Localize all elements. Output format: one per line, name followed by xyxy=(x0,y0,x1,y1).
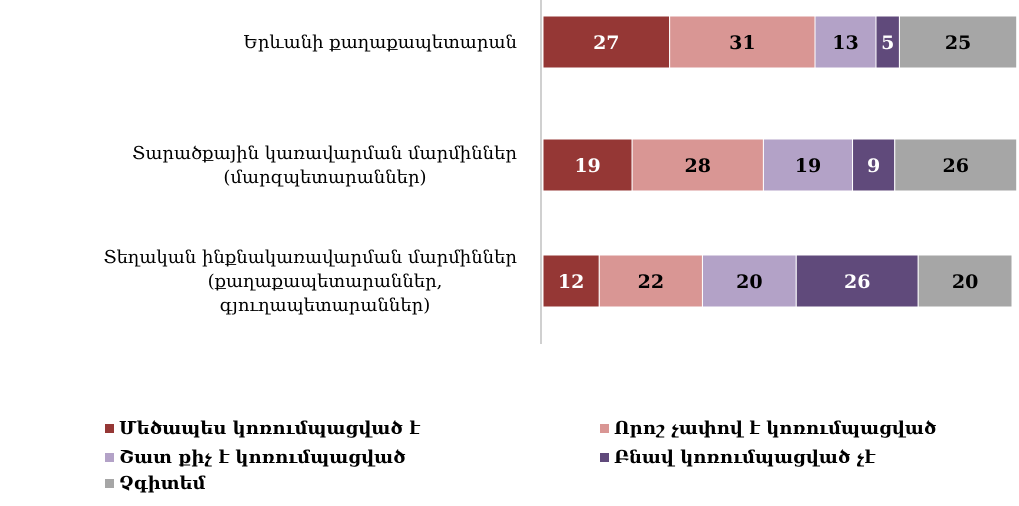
legend-label: Շատ քիչ է կոռումպացված xyxy=(119,447,406,468)
bar-segment xyxy=(669,15,816,69)
category-label-line: (մարզպետարաններ) xyxy=(223,167,426,188)
legend-label: Չգիտեմ xyxy=(119,473,206,494)
bar-segment xyxy=(542,254,600,308)
value-label: 12 xyxy=(558,271,584,293)
legend-item: Մեծապես կոռումպացված է xyxy=(105,418,420,439)
legend-item: Որոշ չափով է կոռումպացված xyxy=(600,418,936,439)
legend-swatch xyxy=(105,479,114,488)
category-label-line: Տարածքային կառավարման մարմիններ xyxy=(132,143,517,164)
legend-label: Բնավ կոռումպացված չէ xyxy=(614,447,876,468)
category-label-line: Տեղական ինքնակառավարման մարմիններ xyxy=(103,247,517,268)
value-label: 31 xyxy=(729,32,755,54)
value-label: 26 xyxy=(844,271,870,293)
legend-swatch xyxy=(105,453,114,462)
value-label: 19 xyxy=(574,155,600,177)
value-label: 22 xyxy=(638,271,664,293)
value-label: 28 xyxy=(685,155,711,177)
bar-segment xyxy=(894,138,1018,192)
value-label: 27 xyxy=(593,32,619,54)
legend-swatch xyxy=(105,424,114,433)
value-label: 25 xyxy=(945,32,971,54)
value-label: 19 xyxy=(795,155,821,177)
category-label-line: Երևանի քաղաքապետարան xyxy=(243,32,517,53)
bar-segment xyxy=(701,254,797,308)
legend-item: Շատ քիչ է կոռումպացված xyxy=(105,447,406,468)
category-label-line: գյուղապետարաններ) xyxy=(220,295,431,316)
legend-item: Չգիտեմ xyxy=(105,473,206,494)
value-label: 13 xyxy=(832,32,858,54)
bar-segment xyxy=(898,15,1018,69)
bar-segment xyxy=(917,254,1013,308)
legend-item: Բնավ կոռումպացված չէ xyxy=(600,447,875,468)
value-label: 26 xyxy=(942,155,968,177)
category-label-line: (քաղաքապետարաններ, xyxy=(208,271,443,292)
stacked-bar-chart: Երևանի քաղաքապետարան Տարածքային կառավարմա… xyxy=(103,0,1018,344)
bar-segment xyxy=(598,254,703,308)
bar-segment xyxy=(631,138,764,192)
bar-segments xyxy=(542,15,1018,308)
bar-segment xyxy=(814,15,877,69)
bar-segment xyxy=(795,254,919,308)
legend-swatch xyxy=(600,453,609,462)
value-label: 20 xyxy=(736,271,762,293)
category-labels: Երևանի քաղաքապետարան Տարածքային կառավարմա… xyxy=(103,32,517,316)
value-labels: 27 31 13 5 25 19 28 19 9 26 12 22 20 26 20 xyxy=(558,32,978,293)
chart-legend: Մեծապես կոռումպացված է Որոշ չափով է կոռու… xyxy=(0,400,1019,500)
value-label: 9 xyxy=(867,155,880,177)
bar-segment xyxy=(542,138,633,192)
value-label: 5 xyxy=(881,32,894,54)
legend-label: Մեծապես կոռումպացված է xyxy=(119,418,420,439)
value-label: 20 xyxy=(952,271,978,293)
legend-swatch xyxy=(600,424,609,433)
legend-label: Որոշ չափով է կոռումպացված xyxy=(614,418,937,439)
